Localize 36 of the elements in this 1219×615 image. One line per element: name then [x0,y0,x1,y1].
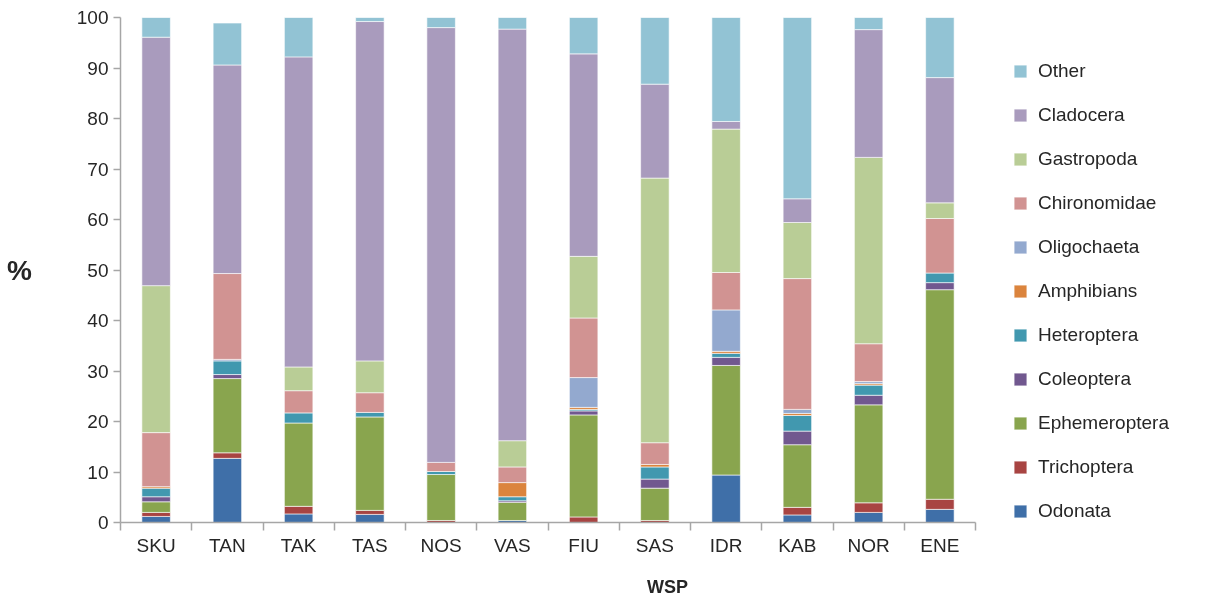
y-tick-label: 80 [87,108,109,129]
legend-label: Heteroptera [1038,324,1139,346]
legend-label: Coleoptera [1038,368,1131,390]
x-tick-label: TAK [280,534,317,556]
y-tick-label: 10 [87,461,109,483]
x-tick-label: KAB [778,534,817,556]
y-tick-label: 20 [87,411,109,432]
x-tick-label: TAN [209,534,246,556]
legend-label: Odonata [1038,500,1111,522]
x-tick-label: NOR [847,534,890,556]
y-tick-label: 60 [87,209,109,230]
legend-label: Gastropoda [1038,148,1138,170]
y-tick-label: 40 [87,310,109,331]
y-tick-label: 90 [87,57,109,79]
legend-label: Trichoptera [1038,456,1134,478]
legend-label: Cladocera [1038,104,1125,126]
x-tick-label: VAS [494,534,531,556]
y-tick-label: 70 [87,158,109,180]
x-tick-label: ENE [920,534,960,556]
legend-label: Ephemeroptera [1038,412,1169,434]
legend-label: Oligochaeta [1038,236,1140,258]
y-tick-label: 30 [87,360,109,382]
x-tick-label: IDR [709,534,743,556]
x-tick-label: FIU [568,534,599,556]
y-tick-label: 0 [97,512,109,533]
x-axis-title: WSP [647,576,689,597]
y-axis-title: % [6,254,32,286]
x-tick-label: TAS [352,534,388,556]
legend-label: Amphibians [1038,280,1138,302]
x-tick-label: SAS [635,534,674,556]
y-tick-label: 50 [87,259,109,281]
y-tick-label: 100 [76,7,109,28]
legend-label: Other [1038,60,1086,82]
x-tick-label: SKU [136,534,176,556]
x-tick-label: NOS [420,534,462,556]
legend-label: Chironomidae [1038,192,1157,214]
